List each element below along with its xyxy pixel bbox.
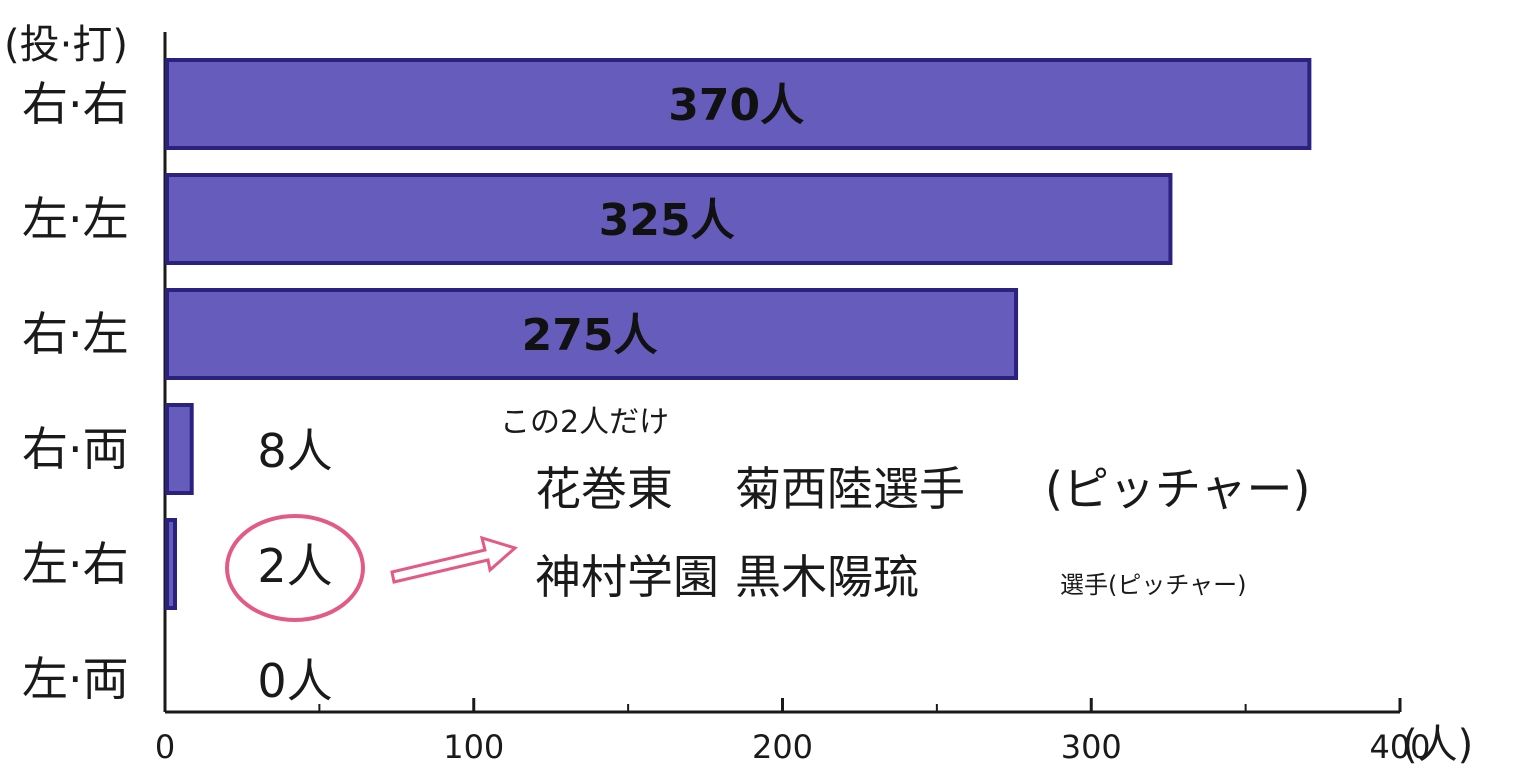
annotation-school: 花巻東 [535, 462, 673, 516]
value-label: 370人 [668, 80, 804, 131]
bar [165, 58, 1312, 150]
value-label: 2人 [257, 539, 332, 593]
category-label: 左·右 [22, 537, 129, 591]
bar [165, 403, 194, 495]
annotation-position: (ピッチャー) [1045, 462, 1310, 516]
value-label: 325人 [599, 195, 735, 246]
value-label: 8人 [257, 424, 332, 478]
annotation-heading: この2人だけ [500, 405, 669, 440]
annotation-player: 菊西陸選手 [735, 462, 965, 516]
x-tick-label: 400 [1369, 728, 1430, 766]
x-tick-label: 0 [155, 728, 175, 766]
x-unit-label: (人) [1402, 722, 1473, 768]
axes: 0 100 200 300 400 (投·打) (人) [4, 22, 1473, 768]
bar [165, 518, 177, 610]
y-axis-label: (投·打) [4, 22, 128, 68]
category-label: 左·両 [22, 652, 129, 706]
x-tick-label: 300 [1061, 728, 1122, 766]
highlight-circle [225, 514, 365, 622]
value-label: 275人 [522, 310, 658, 361]
bar [165, 288, 1019, 380]
bar [165, 173, 1173, 265]
category-label: 左·左 [22, 192, 129, 246]
x-tick-label: 200 [752, 728, 813, 766]
category-label: 右·右 [22, 77, 129, 131]
category-label: 右·左 [22, 307, 129, 361]
x-tick-label: 100 [443, 728, 504, 766]
annotation-position: 選手(ピッチャー) [1060, 571, 1247, 599]
category-label: 右·両 [22, 422, 129, 476]
annotation-player: 黒木陽琉 [735, 550, 919, 604]
bars [165, 58, 1312, 610]
arrow-icon [390, 535, 519, 584]
value-label: 0人 [257, 654, 332, 708]
annotation-school: 神村学園 [535, 550, 719, 604]
